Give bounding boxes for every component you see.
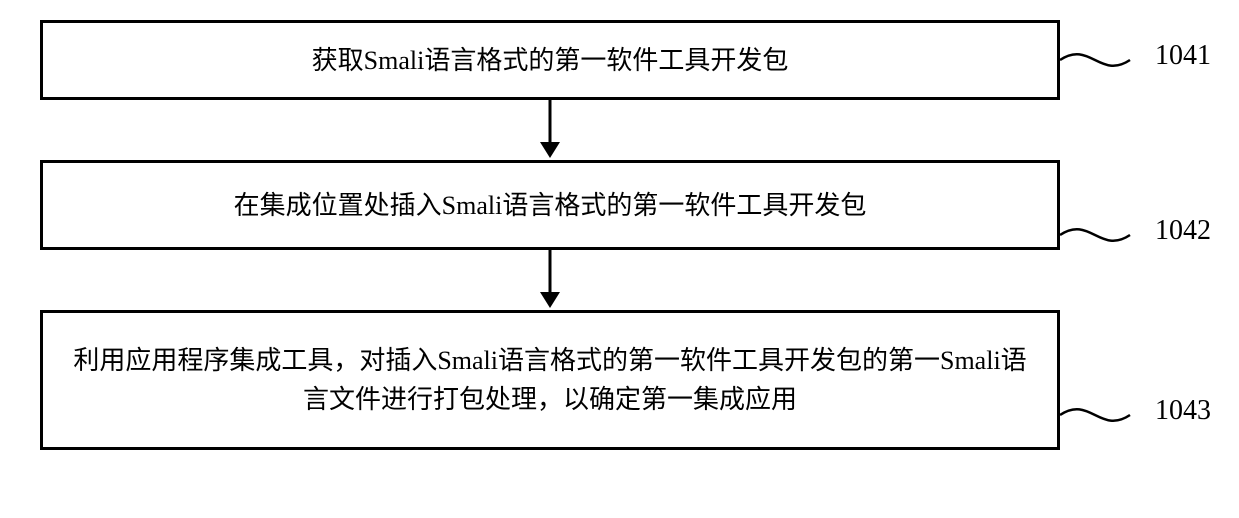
flow-arrow-2	[40, 250, 1060, 310]
flow-box-1-text: 获取Smali语言格式的第一软件工具开发包	[312, 41, 789, 80]
flow-box-2-text: 在集成位置处插入Smali语言格式的第一软件工具开发包	[234, 186, 867, 225]
step-label-3: 1043	[1155, 395, 1211, 427]
flow-box-2: 在集成位置处插入Smali语言格式的第一软件工具开发包	[40, 160, 1060, 250]
step-label-2: 1042	[1155, 215, 1211, 247]
connector-3	[1055, 390, 1135, 440]
connector-2	[1055, 210, 1135, 260]
flow-box-3: 利用应用程序集成工具，对插入Smali语言格式的第一软件工具开发包的第一Smal…	[40, 310, 1060, 450]
flowchart-diagram: 获取Smali语言格式的第一软件工具开发包 在集成位置处插入Smali语言格式的…	[40, 20, 1060, 450]
connector-1	[1055, 35, 1135, 85]
flow-box-1: 获取Smali语言格式的第一软件工具开发包	[40, 20, 1060, 100]
step-label-1: 1041	[1155, 40, 1211, 72]
flow-box-3-text: 利用应用程序集成工具，对插入Smali语言格式的第一软件工具开发包的第一Smal…	[63, 341, 1037, 419]
flow-arrow-1	[40, 100, 1060, 160]
